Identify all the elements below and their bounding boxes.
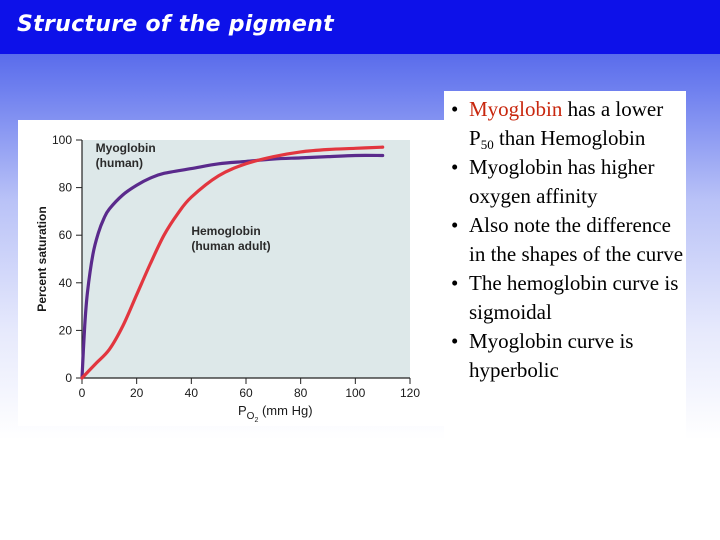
series-label: Myoglobin [96, 141, 156, 155]
bullet-item: Myoglobin has higher oxygen affinity [450, 153, 686, 211]
plot-area [82, 140, 410, 378]
hemoglobin-curve [80, 145, 385, 380]
x-tick-label: 0 [79, 386, 86, 400]
x-tick-label: 80 [294, 386, 308, 400]
bullet-text: has a lower P [469, 97, 664, 150]
title-bar: Structure of the pigment [0, 0, 720, 54]
slide-title: Structure of the pigment [17, 12, 334, 37]
y-tick-label: 0 [65, 371, 72, 385]
bullet-item: Also note the difference in the shapes o… [450, 211, 686, 269]
myoglobin-curve [80, 153, 385, 380]
y-axis-label: Percent saturation [35, 206, 49, 311]
y-tick-label: 100 [52, 133, 72, 147]
bullet-text: Myoglobin has higher oxygen affinity [469, 155, 655, 208]
chart-panel: 0 20 40 60 80 100 0 20 40 60 80 100 120 Myoglobin (hu… [18, 120, 448, 426]
bullet-list: Myoglobin has a lower P50 than Hemoglobi… [444, 91, 686, 385]
series-label: (human) [96, 156, 143, 170]
bullet-item: The hemoglobin curve is sigmoidal [450, 269, 686, 327]
y-tick-label: 20 [59, 323, 73, 337]
text-panel: Myoglobin has a lower P50 than Hemoglobi… [444, 91, 686, 471]
x-tick-label: 20 [130, 386, 144, 400]
x-tick-label: 100 [345, 386, 365, 400]
x-tick-label: 60 [239, 386, 253, 400]
x-axis-label: PO2 (mm Hg) [238, 403, 313, 424]
bullet-item: Myoglobin curve is hyperbolic [450, 327, 686, 385]
bullet-text: than Hemoglobin [493, 126, 646, 150]
highlighted-text: Myoglobin [469, 97, 563, 121]
series-label: (human adult) [191, 239, 270, 253]
y-tick-label: 40 [59, 276, 73, 290]
y-tick-label: 80 [59, 181, 73, 195]
bullet-text: The hemoglobin curve is sigmoidal [469, 271, 679, 324]
bullet-item: Myoglobin has a lower P50 than Hemoglobi… [450, 95, 686, 153]
bullet-text: Also note the difference in the shapes o… [469, 213, 684, 266]
x-tick-label: 120 [400, 386, 420, 400]
bullet-text: Myoglobin curve is hyperbolic [469, 329, 634, 382]
x-tick-label: 40 [185, 386, 199, 400]
series-label: Hemoglobin [191, 224, 260, 238]
subscript-text: 50 [480, 137, 494, 152]
y-tick-label: 60 [59, 228, 73, 242]
